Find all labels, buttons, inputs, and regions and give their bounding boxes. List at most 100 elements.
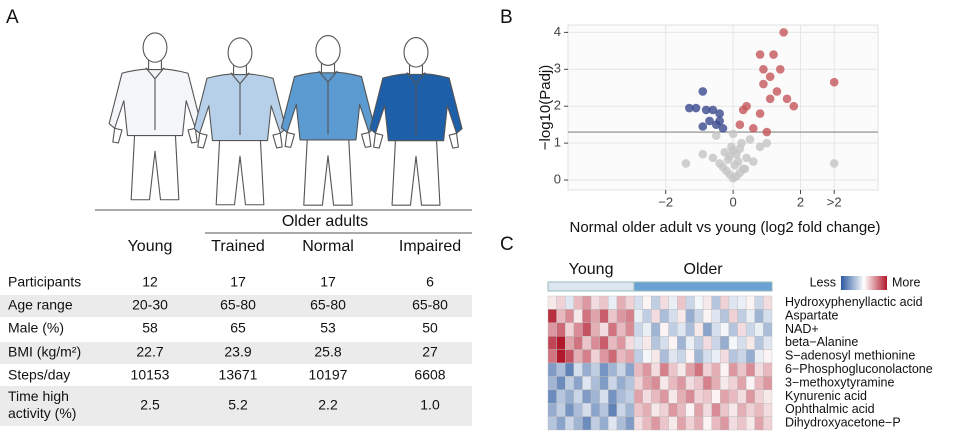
cell bbox=[694, 389, 704, 404]
cell bbox=[754, 336, 764, 350]
cell bbox=[720, 416, 730, 431]
cell: 22.7 bbox=[136, 344, 163, 360]
cell bbox=[565, 403, 575, 417]
point bbox=[711, 120, 721, 129]
cell bbox=[737, 403, 747, 417]
cell bbox=[642, 336, 652, 350]
cell bbox=[720, 389, 730, 404]
legend-low: Less bbox=[810, 275, 836, 289]
cell: 6 bbox=[426, 274, 434, 290]
cell bbox=[556, 389, 566, 404]
cell bbox=[651, 322, 661, 337]
cell bbox=[677, 322, 687, 337]
cell bbox=[599, 376, 609, 390]
cell bbox=[608, 336, 618, 350]
cell bbox=[616, 295, 626, 310]
cell bbox=[556, 416, 566, 431]
cell bbox=[728, 376, 738, 390]
cell bbox=[608, 376, 618, 390]
cell bbox=[633, 336, 643, 350]
cell bbox=[590, 336, 600, 350]
x-tick-label: 0 bbox=[729, 194, 736, 209]
group-header: Older adults bbox=[282, 213, 368, 230]
cell bbox=[616, 389, 626, 404]
point bbox=[772, 87, 782, 96]
cell bbox=[763, 376, 773, 390]
row-label: Age range bbox=[8, 297, 73, 313]
cell bbox=[728, 336, 738, 350]
cell bbox=[737, 416, 747, 431]
row-label: Hydroxyphenyllactic acid bbox=[785, 295, 923, 309]
cell bbox=[556, 309, 566, 323]
cell bbox=[702, 376, 712, 390]
cell: 65-80 bbox=[412, 297, 448, 313]
cell bbox=[685, 389, 695, 404]
cell bbox=[625, 376, 635, 390]
cell bbox=[737, 322, 747, 337]
cell bbox=[608, 362, 618, 377]
cell bbox=[659, 376, 669, 390]
y-tick-label: 0 bbox=[554, 171, 561, 186]
cell bbox=[745, 389, 755, 404]
cell bbox=[711, 349, 721, 364]
point bbox=[789, 101, 799, 111]
point bbox=[759, 64, 768, 74]
cell bbox=[633, 403, 643, 417]
cell bbox=[547, 416, 557, 431]
cell bbox=[582, 309, 592, 323]
cell bbox=[590, 416, 600, 431]
cell bbox=[754, 362, 764, 377]
cell bbox=[616, 309, 626, 323]
point bbox=[740, 164, 750, 174]
cell bbox=[651, 362, 661, 377]
cell bbox=[694, 295, 704, 310]
point bbox=[715, 109, 724, 118]
cell bbox=[625, 309, 635, 323]
cell bbox=[763, 403, 773, 417]
cell bbox=[573, 349, 583, 364]
point bbox=[759, 79, 768, 89]
cell bbox=[659, 389, 669, 404]
cell bbox=[763, 322, 773, 337]
cell bbox=[599, 403, 609, 417]
cell bbox=[685, 322, 695, 337]
cell bbox=[728, 362, 738, 377]
cell bbox=[737, 362, 747, 377]
cell bbox=[582, 376, 592, 390]
cell bbox=[720, 376, 730, 390]
cell bbox=[694, 403, 704, 417]
cell bbox=[556, 362, 566, 377]
cell bbox=[659, 416, 669, 431]
cell bbox=[547, 336, 557, 350]
point bbox=[779, 28, 788, 37]
cell bbox=[573, 322, 583, 337]
cell bbox=[694, 309, 704, 323]
cell bbox=[702, 336, 712, 350]
cell bbox=[608, 309, 618, 323]
cell bbox=[547, 322, 557, 337]
cell bbox=[754, 295, 764, 310]
cell bbox=[728, 349, 738, 364]
cell bbox=[651, 416, 661, 431]
point bbox=[775, 64, 785, 74]
cell bbox=[745, 376, 755, 390]
cell bbox=[582, 349, 592, 364]
cell bbox=[590, 403, 600, 417]
cell bbox=[685, 403, 695, 417]
cell bbox=[754, 389, 764, 404]
row-label: Ophthalmic acid bbox=[785, 402, 875, 416]
cell bbox=[565, 362, 575, 377]
cell bbox=[668, 322, 678, 337]
cell bbox=[582, 389, 592, 404]
cell bbox=[694, 416, 704, 431]
x-tick-label: −2 bbox=[658, 194, 673, 209]
cell bbox=[608, 322, 618, 337]
cell bbox=[651, 349, 661, 364]
cell bbox=[659, 309, 669, 323]
cell bbox=[685, 309, 695, 323]
row-label: Participants bbox=[8, 274, 81, 290]
cell: 65 bbox=[230, 320, 246, 336]
cell bbox=[590, 389, 600, 404]
point bbox=[735, 144, 745, 153]
cell bbox=[582, 295, 592, 310]
